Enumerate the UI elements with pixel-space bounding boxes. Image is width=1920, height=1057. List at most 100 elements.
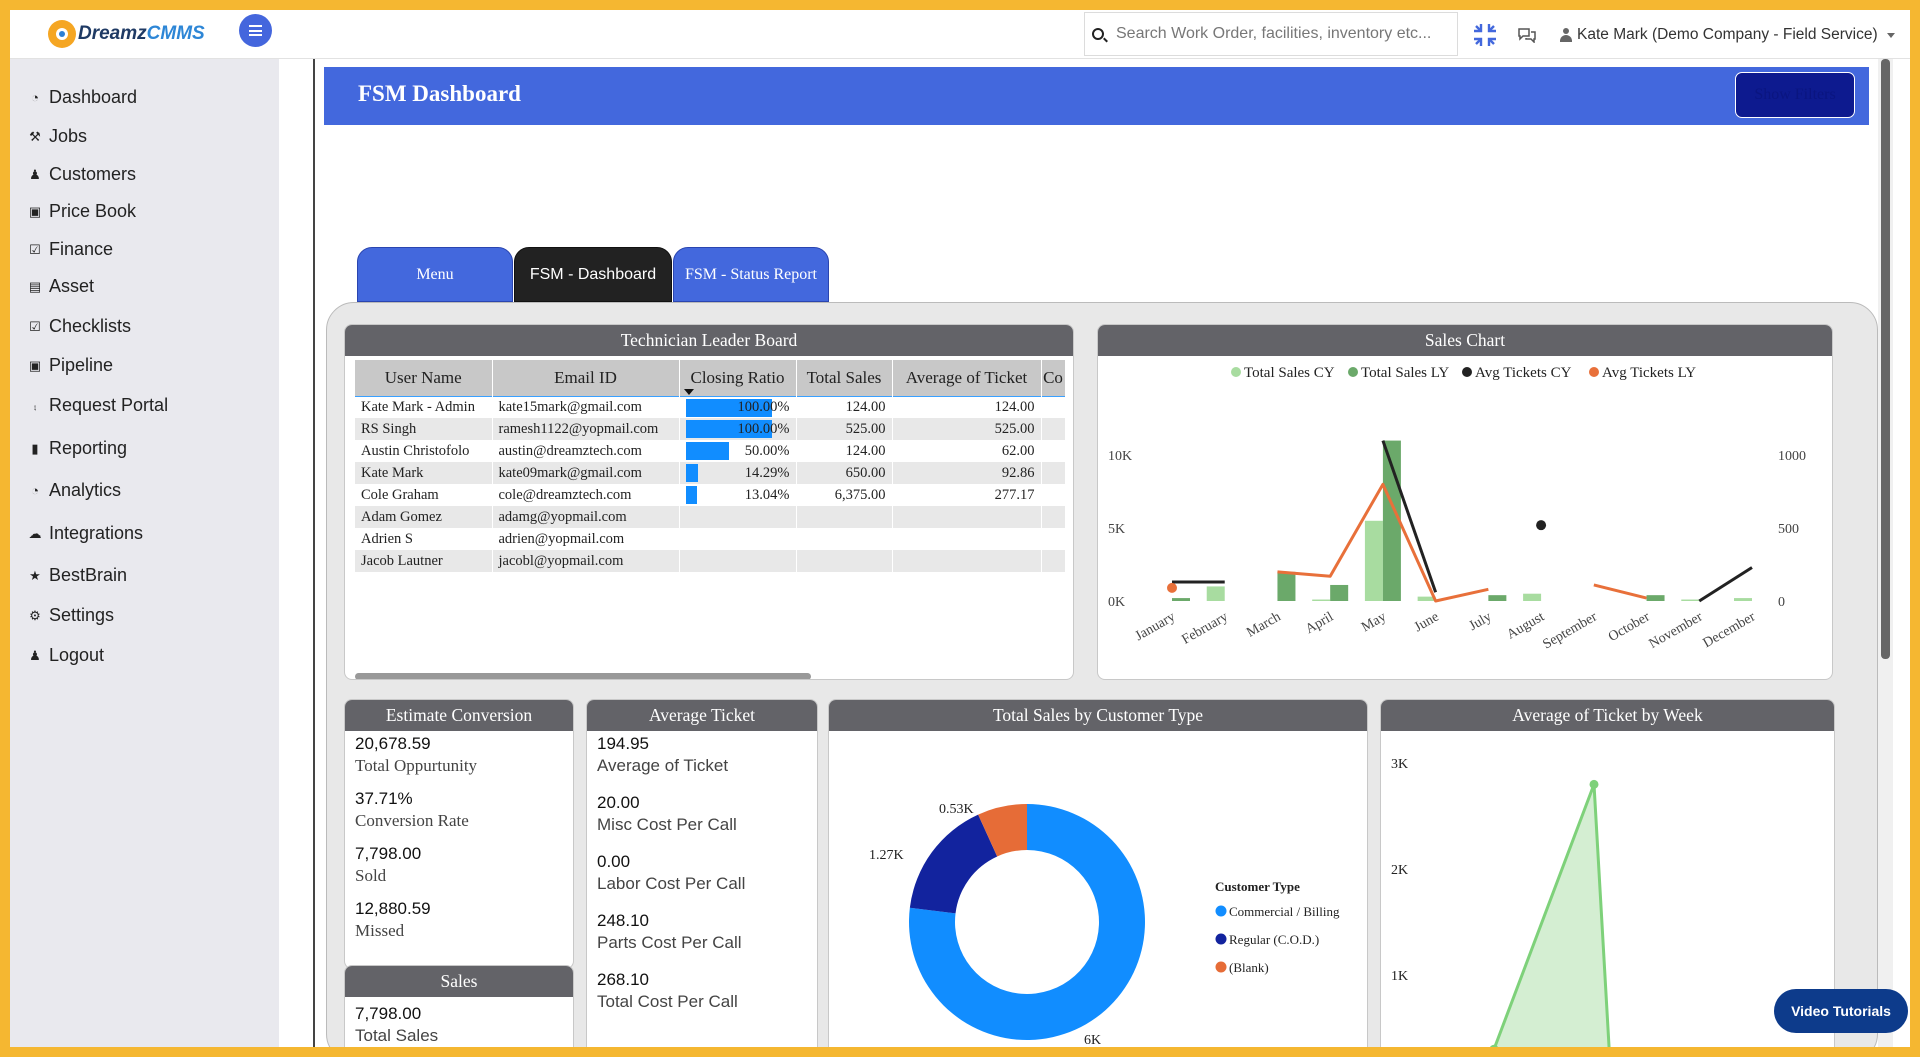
column-header[interactable]: Closing Ratio	[679, 360, 797, 396]
sidebar-item-pipeline[interactable]: ▣ Pipeline	[27, 355, 113, 376]
column-header[interactable]: Email ID	[492, 360, 680, 396]
table-row[interactable]: Adam Gomez adamg@yopmail.com	[355, 506, 1066, 528]
table-cell-name: Adrien S	[355, 528, 493, 550]
sidebar-item-jobs[interactable]: ⚒ Jobs	[27, 126, 87, 147]
donut-slice[interactable]	[978, 804, 1027, 857]
sidebar-item-asset[interactable]: ▤ Asset	[27, 276, 94, 297]
table-row[interactable]: Austin Christofolo austin@dreamztech.com 5…	[355, 440, 1066, 462]
table-cell-name: Austin Christofolo	[355, 440, 493, 462]
table-row[interactable]: Kate Mark kate09mark@gmail.com 14.29% 650.0…	[355, 462, 1066, 484]
sales-bar[interactable]	[1417, 596, 1436, 601]
tab-fsm-status-report[interactable]: FSM - Status Report	[673, 247, 829, 302]
y-tick-label: 5K	[1108, 522, 1125, 537]
tab-menu[interactable]: Menu	[357, 247, 513, 302]
tab-fsm-dashboard[interactable]: FSM - Dashboard	[514, 247, 672, 302]
table-cell-ratio	[679, 550, 797, 572]
sales-bar[interactable]	[1734, 598, 1752, 601]
sales-bar[interactable]	[1312, 599, 1331, 601]
sidebar-item-integrations[interactable]: ☁ Integrations	[27, 523, 144, 544]
estimate-value: 12,880.59	[355, 899, 431, 918]
sidebar-item-analytics[interactable]: ◔ Analytics	[27, 480, 121, 501]
user-menu[interactable]: Kate Mark (Demo Company - Field Service)	[1560, 24, 1895, 46]
donut-slice[interactable]	[909, 804, 1145, 1040]
sales-bar[interactable]	[1172, 598, 1190, 601]
table-row[interactable]: Cole Graham cole@dreamztech.com 13.04% 6,37…	[355, 484, 1066, 506]
y-tick-label: 1K	[1391, 969, 1408, 984]
sidebar: ◔ Dashboard ⚒ Jobs ♟ Customers ▣ Price Book ☑ Fin…	[10, 59, 279, 1047]
sidebar-item-bestbrain[interactable]: ★ BestBrain	[27, 565, 127, 586]
leaderboard-horizontal-scrollbar[interactable]	[355, 673, 811, 679]
column-header[interactable]: Co	[1041, 360, 1066, 396]
y-tick-label: 2K	[1391, 863, 1408, 878]
menu-toggle-button[interactable]	[239, 14, 272, 47]
table-cell-email: austin@dreamztech.com	[492, 440, 680, 462]
sidebar-item-price-book[interactable]: ▣ Price Book	[27, 201, 136, 222]
avg-ticket-item: 268.10 Total Cost Per Call	[597, 970, 738, 1012]
sidebar-item-reporting[interactable]: ▮ Reporting	[27, 438, 127, 459]
app-logo[interactable]: Dreamz CMMS	[48, 19, 205, 49]
sidebar-item-checklists[interactable]: ☑ Checklists	[27, 316, 131, 337]
table-row[interactable]: Jacob Lautner jacobl@yopmail.com	[355, 550, 1066, 572]
legend-marker	[1589, 367, 1599, 377]
table-cell-avg: 277.17	[892, 484, 1042, 506]
dashboard-icon: ◔	[31, 90, 39, 105]
table-cell-avg: 124.00	[892, 395, 1042, 418]
donut-data-label: 6K	[1084, 1033, 1101, 1047]
sales-bar[interactable]	[1364, 520, 1383, 601]
table-cell-extra	[1041, 484, 1066, 506]
table-cell-email: jacobl@yopmail.com	[492, 550, 680, 572]
y-tick-label-right: 0	[1778, 595, 1785, 610]
vertical-scrollbar[interactable]	[1881, 59, 1890, 659]
table-cell-avg: 62.00	[892, 440, 1042, 462]
sales-point[interactable]	[1167, 582, 1177, 593]
x-tick-label: April	[1303, 609, 1336, 637]
x-tick-label: December	[1701, 609, 1759, 651]
search-input[interactable]	[1116, 25, 1446, 43]
fullscreen-icon[interactable]	[1472, 22, 1498, 48]
column-header[interactable]: User Name	[355, 360, 493, 396]
sidebar-item-label: Analytics	[49, 480, 122, 500]
y-tick-label-right: 1000	[1778, 449, 1806, 464]
estimate-conversion-card: Estimate Conversion 20,678.59 Total Oppur…	[344, 699, 574, 969]
week-point[interactable]	[1490, 1044, 1499, 1047]
closing-ratio-bar	[685, 398, 772, 417]
sidebar-item-customers[interactable]: ♟ Customers	[27, 164, 136, 185]
money-icon: ▣	[28, 357, 42, 373]
sidebar-item-label: Price Book	[49, 201, 137, 221]
column-header[interactable]: Average of Ticket	[892, 360, 1042, 396]
chat-icon[interactable]	[1518, 27, 1536, 43]
sales-bar[interactable]	[1277, 571, 1296, 601]
show-filters-button[interactable]: Show Filters	[1735, 72, 1855, 118]
sales-bar[interactable]	[1488, 595, 1507, 601]
sidebar-item-logout[interactable]: ♟ Logout	[27, 645, 104, 666]
y-tick-label: 0K	[1108, 595, 1125, 610]
table-row[interactable]: RS Singh ramesh1122@yopmail.com 100.00% 525…	[355, 418, 1066, 440]
avg-ticket-value: 248.10	[597, 911, 649, 930]
sales-point[interactable]	[1536, 520, 1547, 531]
sales-bar[interactable]	[1330, 584, 1349, 601]
sales-bar[interactable]	[1646, 595, 1665, 601]
sidebar-item-settings[interactable]: ⚙ Settings	[27, 605, 114, 626]
video-tutorials-button[interactable]: Video Tutorials	[1774, 989, 1908, 1033]
avg-ticket-item: 194.95 Average of Ticket	[597, 734, 728, 776]
donut-legend-title: Customer Type	[1215, 879, 1300, 894]
sidebar-item-finance[interactable]: ☑ Finance	[27, 239, 113, 260]
sales-bar[interactable]	[1206, 586, 1225, 601]
average-ticket-title: Average Ticket	[587, 700, 817, 731]
sales-bar[interactable]	[1681, 599, 1700, 601]
column-header[interactable]: Total Sales	[796, 360, 893, 396]
sidebar-item-dashboard[interactable]: ◔ Dashboard	[27, 87, 137, 108]
sales-card: Sales 7,798.00 Total Sales	[344, 965, 574, 1047]
table-cell-sales: 650.00	[796, 462, 893, 484]
sidebar-item-request-portal[interactable]: ⨾ Request Portal	[27, 395, 168, 416]
user-icon	[1560, 28, 1572, 42]
table-cell-ratio	[679, 528, 797, 550]
donut-slice[interactable]	[909, 814, 998, 914]
table-row[interactable]: Kate Mark - Admin kate15mark@gmail.com 100…	[355, 395, 1066, 418]
legend-label: Commercial / Billing	[1229, 904, 1340, 919]
table-cell-extra	[1041, 528, 1066, 550]
week-point[interactable]	[1589, 779, 1599, 789]
sort-desc-icon[interactable]	[683, 388, 694, 395]
sales-bar[interactable]	[1523, 593, 1542, 601]
